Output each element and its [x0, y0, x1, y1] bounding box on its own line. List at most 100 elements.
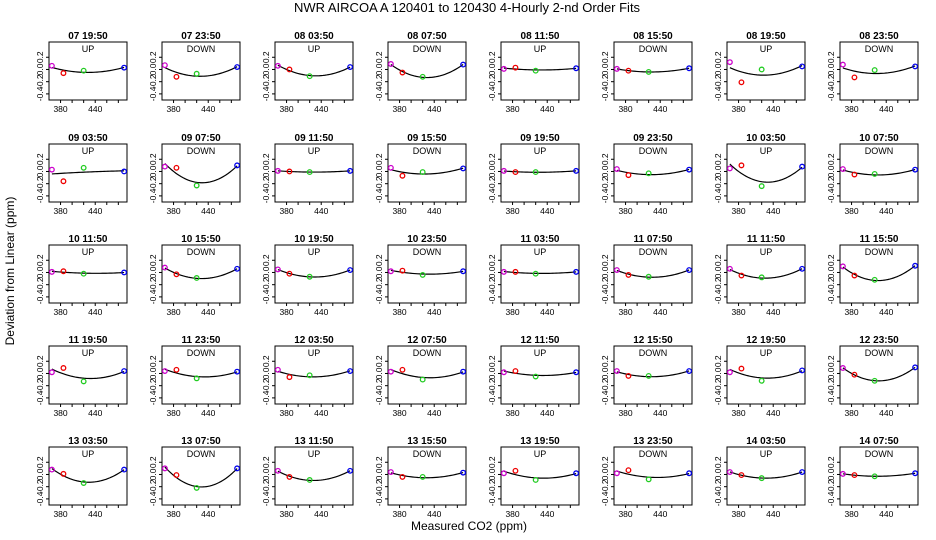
panel-title: 07 23:50	[181, 31, 221, 42]
fit-curve	[390, 64, 464, 79]
data-point	[839, 166, 846, 172]
data-point	[851, 371, 858, 378]
x-tick-label: 440	[88, 104, 102, 114]
panel-mode-label: UP	[308, 247, 321, 257]
x-tick-label: 440	[879, 206, 893, 216]
panel-frame	[48, 143, 128, 203]
data-point	[80, 164, 87, 171]
data-point	[613, 368, 620, 374]
y-tick-label: 0.0	[35, 367, 45, 379]
y-tick-label: -0.2	[374, 277, 384, 292]
panel: 09 23:50 DOWN 0.20.0-0.2-0.4 380 440	[600, 133, 693, 216]
fit-curve	[729, 368, 803, 379]
panel-mode-label: DOWN	[865, 348, 894, 358]
y-tick-label: -0.4	[374, 86, 384, 101]
panel: 10 11:50 UP 0.20.0-0.2-0.4 380 440	[35, 234, 128, 317]
panel-frame	[613, 143, 693, 203]
panel-mode-label: UP	[534, 348, 547, 358]
data-point	[60, 268, 67, 275]
panel: 13 15:50 DOWN 0.20.0-0.2-0.4 380 440	[374, 436, 467, 519]
data-point	[738, 79, 745, 86]
panel: 08 19:50 UP 0.20.0-0.2-0.4 380 440	[713, 31, 806, 114]
x-tick-label: 380	[392, 509, 406, 519]
y-tick-label: -0.2	[374, 74, 384, 89]
panel-frame	[500, 345, 580, 405]
panel-title: 09 23:50	[633, 133, 673, 144]
data-point	[286, 374, 293, 381]
panel-mode-label: DOWN	[187, 348, 216, 358]
panel-title: 12 19:50	[746, 335, 786, 346]
panel-frame	[161, 345, 241, 405]
panel-frame	[726, 345, 806, 405]
y-tick-label: -0.4	[35, 188, 45, 203]
data-point	[912, 364, 919, 371]
y-tick-label: 0.0	[374, 468, 384, 480]
panel-title: 12 23:50	[859, 335, 899, 346]
panel-frame	[726, 244, 806, 304]
panel-frame	[161, 244, 241, 304]
y-tick-label: 0.2	[261, 254, 271, 266]
y-tick-label: 0.2	[487, 153, 497, 165]
data-point	[173, 73, 180, 80]
x-tick-label: 380	[844, 408, 858, 418]
data-point	[500, 268, 507, 275]
y-tick-label: -0.4	[35, 86, 45, 101]
y-tick-label: -0.2	[826, 277, 836, 292]
y-tick-label: 0.2	[826, 254, 836, 266]
y-tick-label: 0.0	[148, 266, 158, 278]
x-tick-label: 440	[314, 104, 328, 114]
y-tick-label: -0.2	[261, 176, 271, 191]
panel-mode-label: DOWN	[413, 44, 442, 54]
panel-frame	[839, 446, 919, 506]
data-point	[871, 67, 878, 74]
data-point	[912, 166, 919, 173]
data-point	[399, 69, 406, 76]
y-tick-label: 0.0	[374, 266, 384, 278]
x-tick-label: 380	[53, 509, 67, 519]
x-tick-label: 380	[166, 206, 180, 216]
y-tick-label: -0.4	[148, 86, 158, 101]
panel: 12 03:50 UP 0.20.0-0.2-0.4 380 440	[261, 335, 354, 418]
panel-frame	[274, 143, 354, 203]
panel-mode-label: UP	[760, 44, 773, 54]
panel-title: 10 11:50	[69, 234, 108, 245]
y-tick-label: 0.0	[600, 468, 610, 480]
data-point	[625, 67, 632, 74]
panel-frame	[387, 244, 467, 304]
fit-curve	[277, 268, 351, 278]
data-point	[161, 163, 168, 170]
panel-mode-label: DOWN	[413, 348, 442, 358]
data-point	[234, 465, 241, 472]
panel: 10 19:50 UP 0.20.0-0.2-0.4 380 440	[261, 234, 354, 317]
y-tick-label: -0.2	[374, 479, 384, 494]
data-point	[286, 168, 293, 175]
data-point	[399, 366, 406, 373]
panel-frame	[274, 41, 354, 101]
data-point	[460, 469, 467, 476]
data-point	[726, 369, 733, 376]
data-point	[625, 172, 632, 179]
panel-mode-label: DOWN	[639, 348, 668, 358]
y-tick-label: -0.4	[261, 491, 271, 506]
y-tick-label: 0.0	[374, 367, 384, 379]
y-tick-label: -0.4	[600, 188, 610, 203]
data-point	[347, 467, 354, 474]
fit-curve	[277, 470, 351, 482]
fit-curve	[842, 472, 916, 477]
data-point	[573, 369, 580, 376]
data-point	[645, 476, 652, 483]
data-point	[387, 368, 394, 375]
panel-frame	[500, 143, 580, 203]
fit-curve	[842, 366, 916, 382]
y-tick-label: 0.0	[487, 165, 497, 177]
x-tick-label: 440	[314, 206, 328, 216]
panel-frame	[726, 143, 806, 203]
y-tick-label: -0.4	[261, 86, 271, 101]
y-tick-label: 0.2	[374, 153, 384, 165]
x-tick-label: 440	[879, 307, 893, 317]
y-tick-label: 0.2	[374, 51, 384, 63]
panel-mode-label: UP	[82, 146, 95, 156]
data-point	[500, 167, 507, 174]
data-point	[686, 166, 693, 173]
data-point	[161, 368, 168, 374]
